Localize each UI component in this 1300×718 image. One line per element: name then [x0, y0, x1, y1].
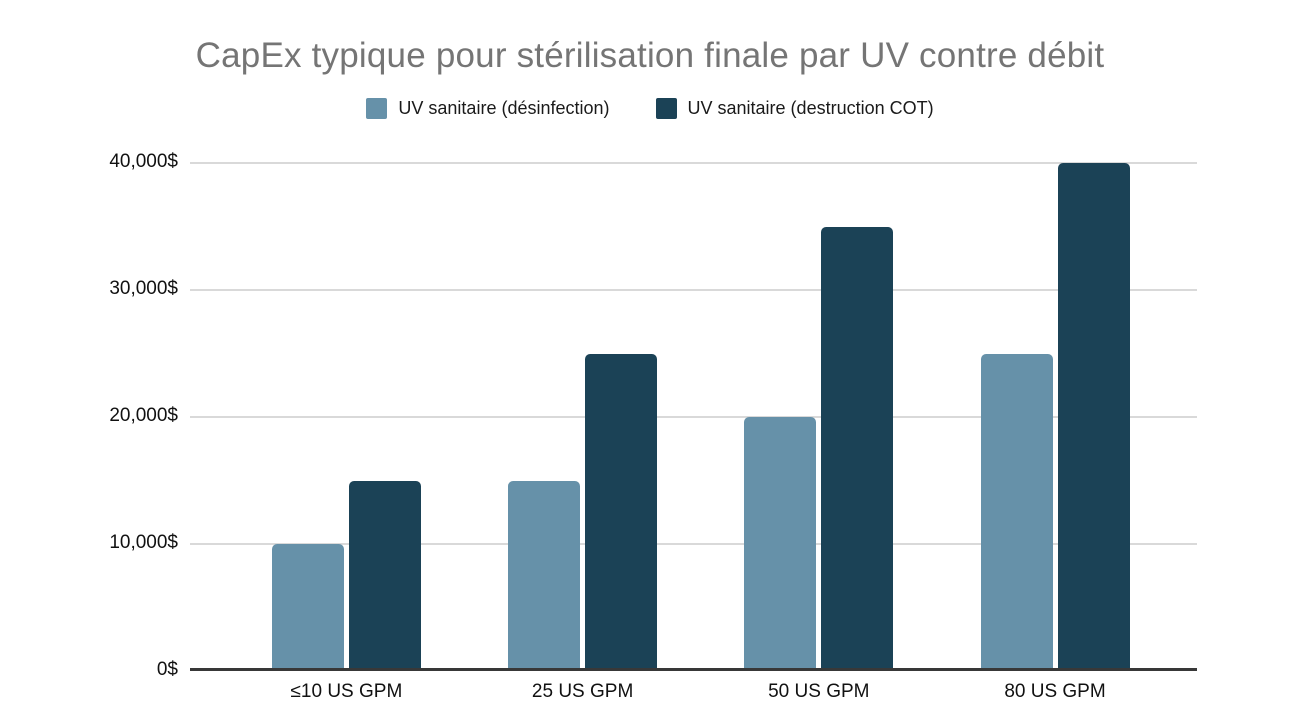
bar-desinfection [980, 353, 1053, 671]
y-axis-tick-label: 0$ [156, 659, 178, 680]
y-axis-tick-labels: 0$ 10,000$ 20,000$ 30,000$ 40,000$ [0, 151, 178, 680]
gridline [190, 543, 1197, 545]
gridline [190, 416, 1197, 418]
y-axis-tick-label: 20,000$ [109, 405, 178, 426]
bar-desinfection [271, 544, 344, 671]
legend-item-desinfection: UV sanitaire (désinfection) [366, 98, 610, 119]
chart-title: CapEx typique pour stérilisation finale … [195, 36, 1105, 75]
bar-destruction-cot [1057, 163, 1130, 671]
x-axis-tick-labels: ≤10 US GPM 25 US GPM 50 US GPM 80 US GPM [190, 681, 1197, 711]
bar-desinfection [508, 480, 581, 671]
x-axis-tick-label: 50 US GPM [768, 681, 870, 702]
legend: UV sanitaire (désinfection) UV sanitaire… [0, 98, 1300, 119]
x-axis-tick-label: 25 US GPM [531, 681, 634, 702]
gridline [190, 162, 1197, 164]
bar-desinfection [744, 417, 817, 671]
y-axis-tick-label: 30,000$ [109, 278, 178, 299]
legend-label-destruction-cot: UV sanitaire (destruction COT) [687, 98, 934, 118]
x-axis-tick-label: ≤10 US GPM [290, 681, 403, 702]
legend-swatch-desinfection [366, 98, 388, 119]
plot-area [190, 162, 1197, 671]
bar-destruction-cot [821, 226, 894, 671]
x-axis-line [190, 668, 1197, 671]
legend-item-destruction-cot: UV sanitaire (destruction COT) [655, 98, 934, 119]
bar-destruction-cot [348, 480, 421, 671]
legend-swatch-destruction-cot [655, 98, 677, 119]
x-axis-tick-label: 80 US GPM [1004, 681, 1106, 702]
gridline [190, 289, 1197, 291]
legend-label-desinfection: UV sanitaire (désinfection) [398, 98, 610, 118]
y-axis-tick-label: 10,000$ [109, 532, 178, 553]
bar-destruction-cot [585, 353, 658, 671]
y-axis-tick-label: 40,000$ [109, 151, 178, 172]
